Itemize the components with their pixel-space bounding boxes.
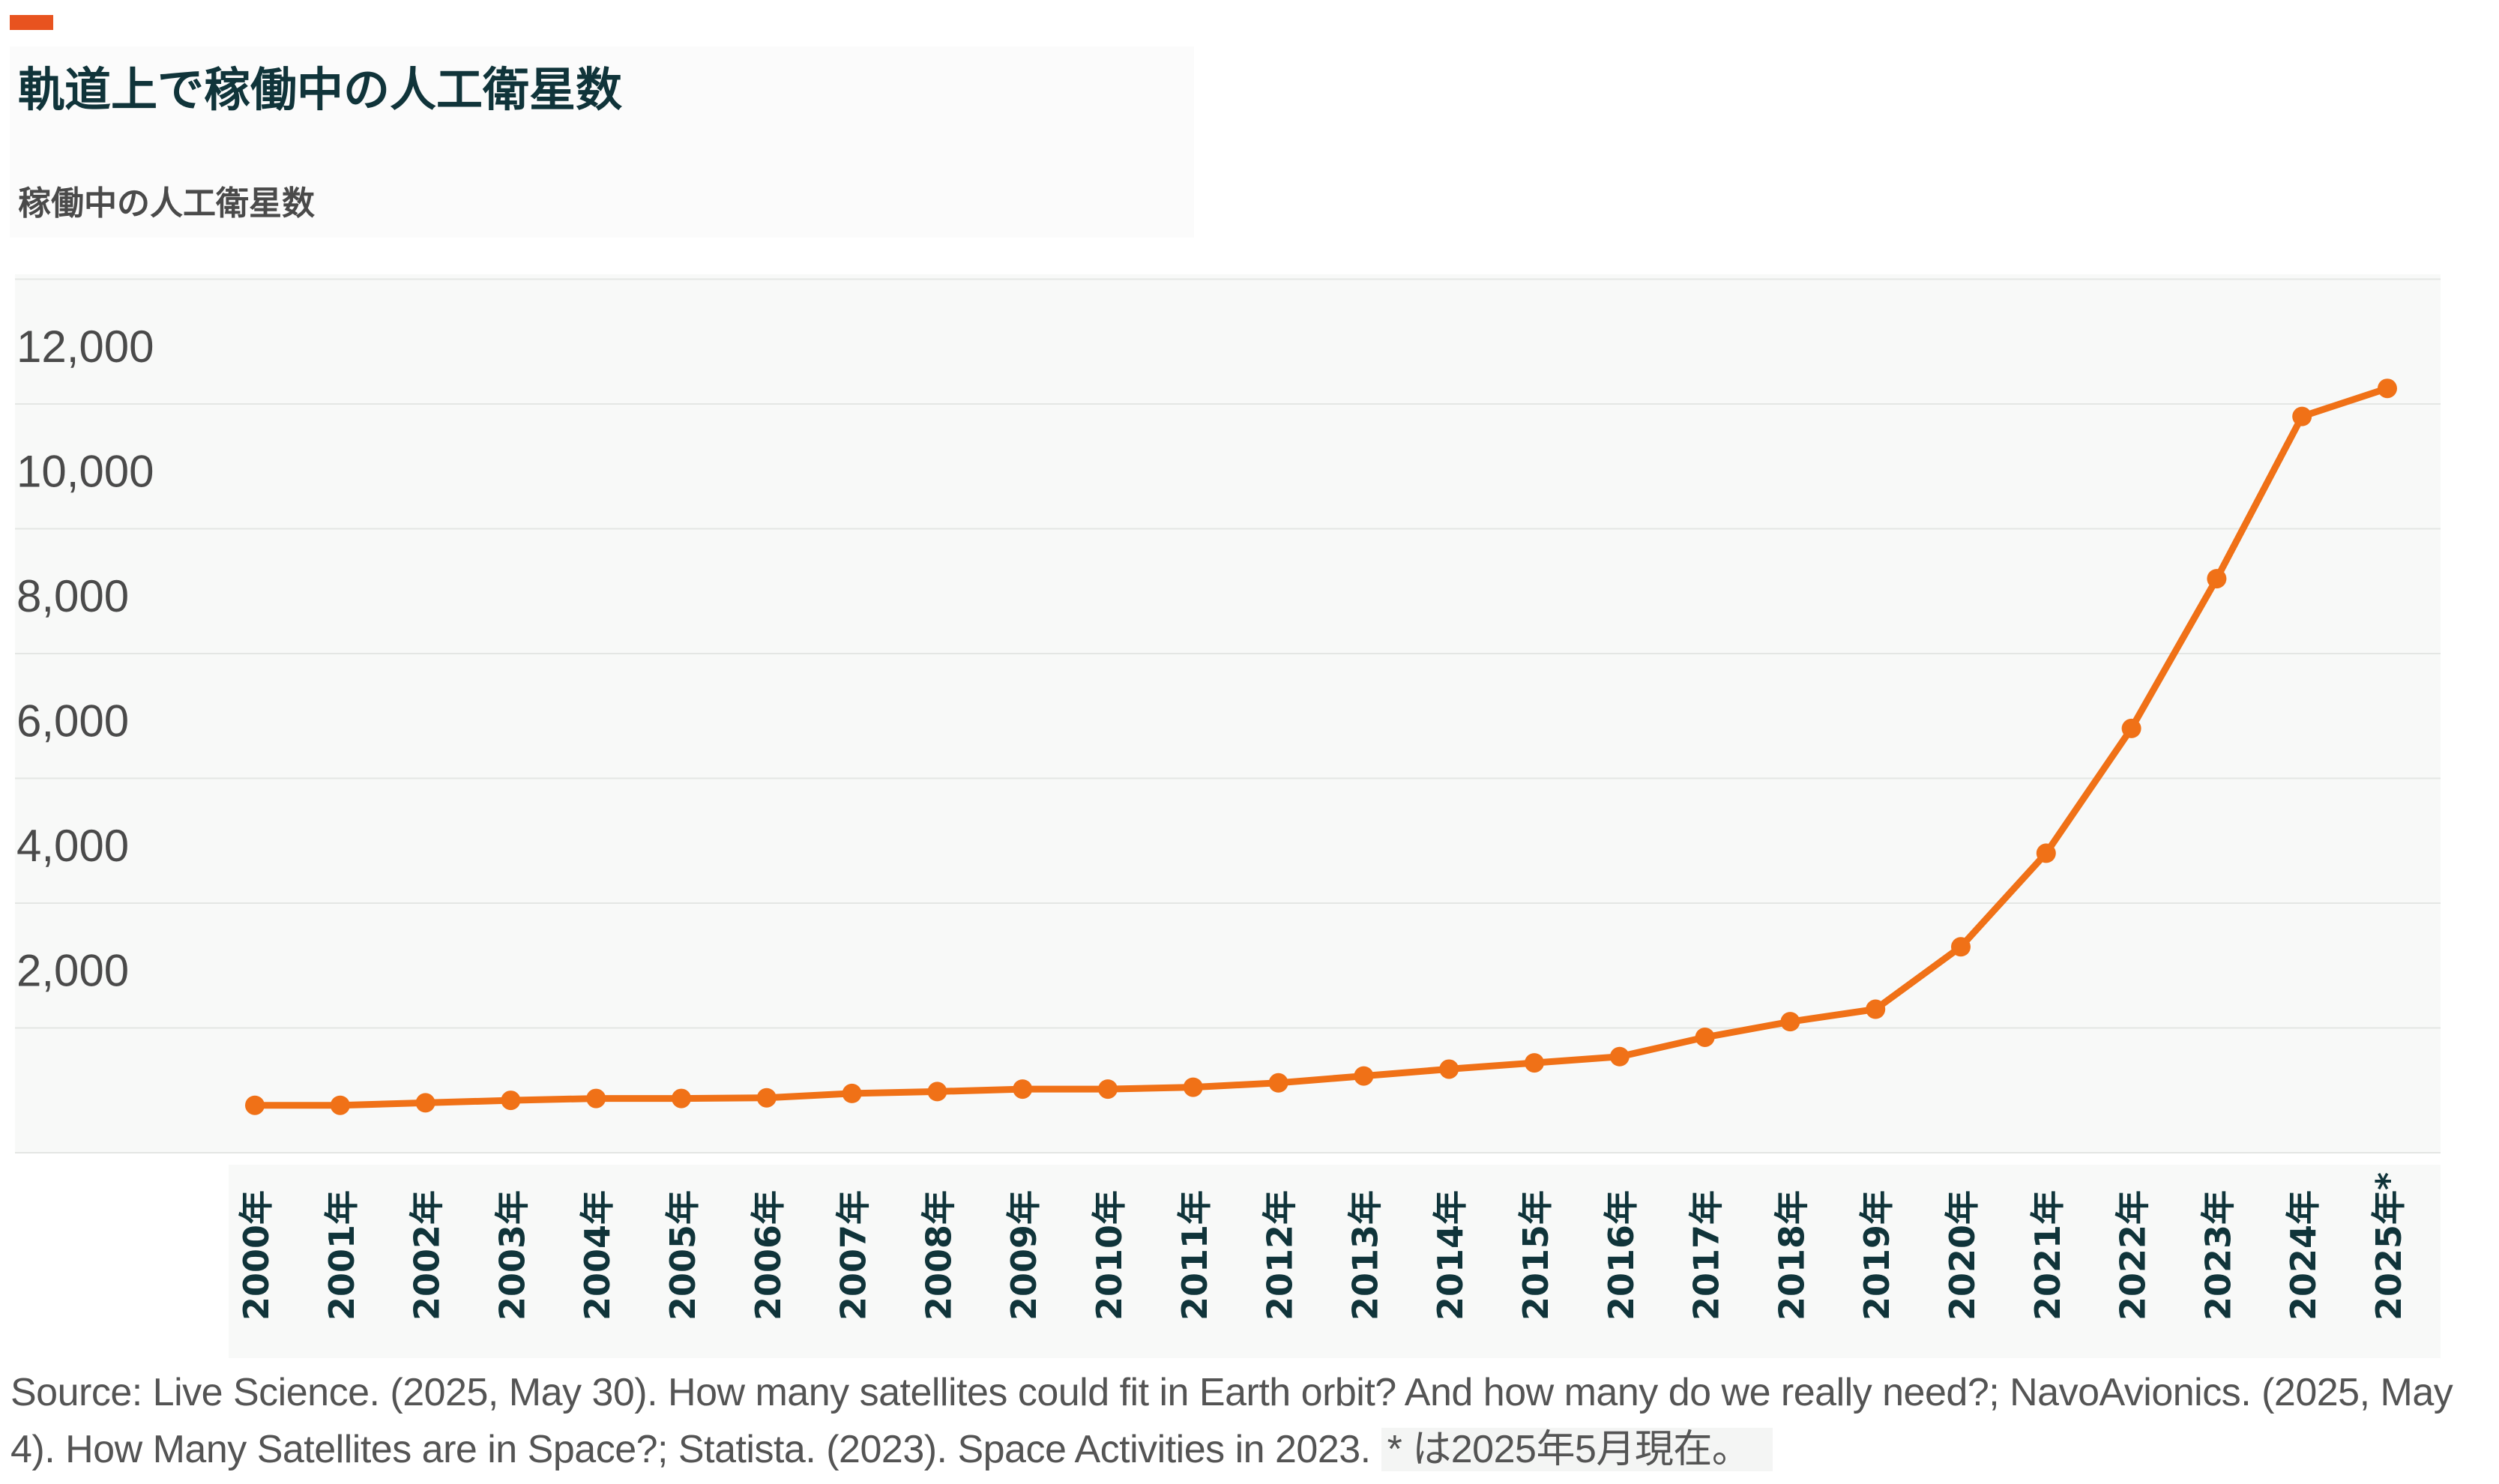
x-tick-label: 2014年 (1430, 1190, 1471, 1321)
y-tick-label: 6,000 (16, 696, 129, 746)
data-point (1951, 937, 1971, 957)
y-tick-label: 8,000 (16, 571, 129, 621)
data-point (1183, 1077, 1203, 1097)
data-point (1866, 999, 1886, 1019)
data-point (1609, 1046, 1630, 1067)
x-tick-label: 2006年 (748, 1190, 789, 1321)
x-tick-label: 2005年 (663, 1190, 703, 1321)
x-tick-label: 2019年 (1857, 1190, 1897, 1321)
data-point (1695, 1027, 1715, 1047)
data-point (330, 1095, 350, 1115)
y-tick-label: 4,000 (16, 821, 129, 871)
x-tick-label: 2020年 (1942, 1190, 1983, 1321)
x-tick-label: 2004年 (577, 1190, 618, 1321)
data-point (1780, 1012, 1800, 1032)
data-point (2121, 718, 2141, 738)
y-tick-label: 2,000 (16, 946, 129, 996)
source-text: Source: Live Science. (2025, May 30). Ho… (10, 1371, 2453, 1471)
x-tick-label: 2010年 (1089, 1190, 1130, 1321)
x-tick-label: 2001年 (322, 1190, 362, 1321)
x-axis-ticks: 2000年 2001年 2002年 2003年 2004年 2005年 2006年 2007年… (236, 1172, 2409, 1321)
data-point (927, 1082, 947, 1102)
x-tick-label: 2016年 (1601, 1190, 1642, 1321)
x-tick-label: 2025年* (2369, 1172, 2409, 1321)
data-point (2378, 378, 2397, 399)
x-tick-label: 2011年 (1175, 1190, 1215, 1321)
series-line (251, 384, 2391, 1109)
data-point (842, 1083, 862, 1103)
x-tick-label: 2009年 (1004, 1190, 1044, 1321)
data-point (1439, 1059, 1459, 1079)
data-point (245, 1095, 265, 1115)
data-points (245, 378, 2397, 1115)
chart-title: 軌道上で稼働中の人工衛星数 (18, 62, 623, 117)
footnote: * は2025年5月現在。 (1381, 1428, 1773, 1471)
chart-subtitle: 稼働中の人工衛星数 (18, 184, 315, 223)
plot-background (15, 274, 2441, 1153)
x-tick-label: 2002年 (407, 1190, 447, 1321)
x-tick-label: 2012年 (1260, 1190, 1300, 1321)
x-axis-band (229, 1165, 2441, 1358)
data-point (1525, 1053, 1544, 1073)
x-tick-label: 2022年 (2113, 1190, 2153, 1321)
data-point (1013, 1079, 1033, 1100)
source-citation: Source: Live Science. (2025, May 30). Ho… (10, 1364, 2484, 1478)
accent-bar (10, 15, 53, 30)
x-tick-label: 2023年 (2198, 1190, 2238, 1321)
data-point (501, 1091, 521, 1111)
data-point (2292, 406, 2312, 426)
x-tick-label: 2008年 (918, 1190, 959, 1321)
data-point (1098, 1079, 1118, 1100)
data-point (756, 1088, 777, 1108)
x-tick-label: 2000年 (236, 1190, 277, 1321)
data-point (2036, 843, 2056, 863)
data-point (1354, 1066, 1374, 1086)
x-tick-label: 2015年 (1516, 1190, 1556, 1321)
x-tick-label: 2013年 (1345, 1190, 1385, 1321)
x-tick-label: 2018年 (1771, 1190, 1812, 1321)
data-point (2207, 569, 2227, 589)
data-point (415, 1093, 435, 1113)
data-point (1268, 1073, 1288, 1093)
y-tick-label: 10,000 (16, 447, 154, 497)
x-tick-label: 2007年 (833, 1190, 874, 1321)
title-panel (10, 46, 1194, 238)
x-tick-label: 2024年 (2283, 1190, 2324, 1321)
x-tick-label: 2003年 (492, 1190, 532, 1321)
x-tick-label: 2021年 (2028, 1190, 2068, 1321)
y-tick-label: 12,000 (16, 322, 154, 372)
gridlines (15, 278, 2441, 1153)
x-tick-label: 2017年 (1686, 1190, 1727, 1321)
data-point (586, 1088, 606, 1109)
data-point (672, 1088, 691, 1109)
